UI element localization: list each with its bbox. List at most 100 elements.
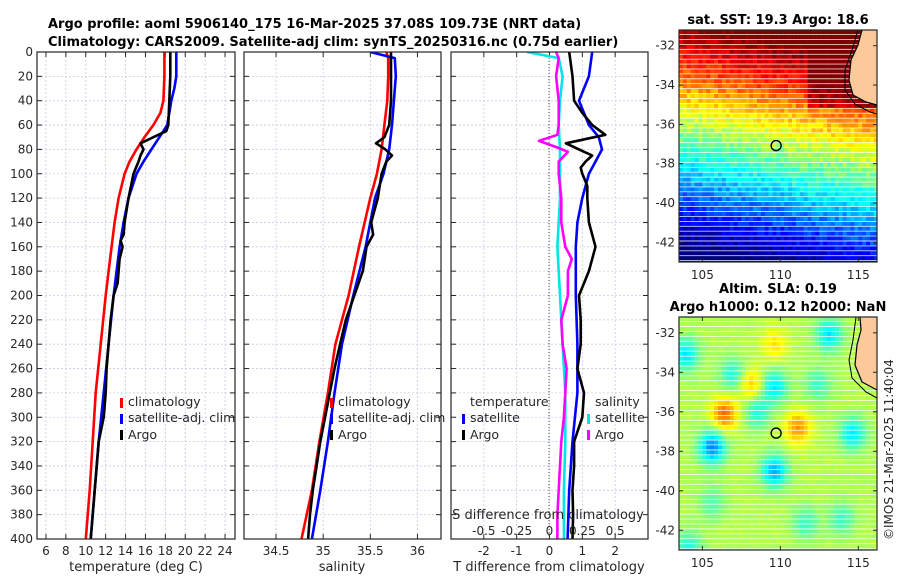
map-cell (733, 514, 738, 519)
map-cell (714, 54, 719, 59)
map-cell (803, 216, 808, 221)
map-cell (811, 455, 816, 460)
map-cell (737, 216, 742, 221)
map-cell (807, 202, 812, 207)
map-cell (823, 64, 828, 69)
map-cell (772, 371, 777, 376)
map-cell (772, 69, 777, 74)
map-cell (795, 157, 801, 162)
map-cell (807, 133, 812, 138)
map-cell (710, 489, 715, 494)
map-cell (741, 118, 746, 123)
legend-swatch-climatology (330, 398, 333, 408)
map-cell (760, 470, 766, 475)
map-cell (710, 321, 715, 327)
map-cell (749, 197, 754, 202)
map-cell (714, 74, 719, 79)
map-cell (792, 177, 797, 182)
map-cell (846, 49, 851, 54)
map-cell (757, 484, 762, 489)
map-cell (737, 93, 742, 99)
map-cell (870, 455, 875, 460)
map-cell (795, 118, 801, 123)
map-cell (733, 366, 738, 371)
map-cell (795, 34, 801, 40)
map-cell (873, 425, 877, 430)
map-cell (679, 440, 684, 445)
map-cell (741, 381, 746, 386)
map-cell (780, 361, 785, 366)
map-cell (780, 182, 785, 187)
map-cell (866, 504, 871, 509)
map-cell (729, 182, 734, 187)
map-cell (725, 410, 730, 415)
map-cell (772, 465, 777, 470)
map-cell (694, 172, 699, 177)
map-cell (679, 246, 684, 251)
map-cell (745, 460, 750, 465)
map-cell (788, 317, 793, 322)
map-cell (784, 386, 789, 391)
map-cell (784, 336, 789, 341)
map-cell (834, 400, 840, 406)
map-cell (757, 236, 762, 241)
map-cell (729, 89, 734, 94)
map-cell (694, 152, 699, 158)
map-cell (795, 484, 801, 489)
map-cell (780, 405, 785, 411)
map-cell (803, 386, 808, 391)
map-cell (792, 113, 797, 118)
map-cell (686, 172, 691, 177)
map-cell (764, 54, 769, 59)
map-cell (823, 44, 828, 49)
map-cell (768, 98, 773, 103)
map-cell (741, 231, 746, 236)
map-cell (842, 221, 847, 226)
map-cell (870, 216, 875, 221)
map-cell (788, 152, 793, 158)
map-cell (776, 54, 781, 59)
map-cell (776, 400, 781, 406)
map-cell (784, 49, 789, 54)
map-cell (873, 246, 877, 251)
x-tick-label: 24 (217, 544, 232, 558)
map-cell (733, 450, 738, 455)
map-cell (842, 123, 847, 128)
map-cell (838, 509, 843, 514)
map-cell (815, 440, 820, 445)
map-cell (873, 157, 877, 162)
map-cell (780, 123, 785, 128)
map-cell (811, 69, 816, 74)
map-cell (682, 470, 688, 475)
map-cell (834, 499, 840, 504)
map-cell (682, 381, 688, 386)
map-cell (834, 79, 840, 84)
map-cell (831, 152, 836, 158)
map-cell (776, 202, 781, 207)
map-cell (737, 167, 742, 172)
map-cell (850, 396, 855, 401)
map-cell (710, 79, 715, 84)
map-cell (823, 396, 828, 401)
map-cell (753, 346, 758, 351)
map-cell (694, 351, 699, 356)
map-cell (714, 89, 719, 94)
map-cell (823, 489, 828, 494)
map-cell (768, 420, 773, 425)
map-cell (718, 138, 723, 143)
map-cell (760, 84, 766, 89)
map-cell (776, 172, 781, 177)
map-cell (745, 435, 750, 440)
map-cell (842, 256, 847, 261)
map-cell (702, 361, 707, 366)
map-cell (846, 221, 851, 226)
map-cell (780, 425, 785, 430)
map-cell (725, 475, 730, 480)
map-cell (870, 211, 875, 217)
map-cell (710, 30, 715, 35)
map-cell (706, 206, 711, 212)
map-cell (737, 450, 742, 455)
map-cell (749, 366, 754, 371)
sla-map-cells (679, 317, 877, 550)
map-cell (827, 321, 832, 327)
